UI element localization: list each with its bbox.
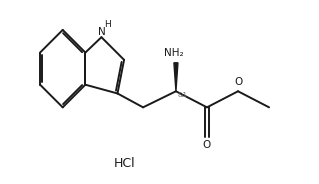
Text: N: N xyxy=(98,27,105,37)
Text: H: H xyxy=(104,20,111,29)
Polygon shape xyxy=(174,63,178,91)
Text: NH₂: NH₂ xyxy=(164,48,184,58)
Text: O: O xyxy=(203,140,211,150)
Text: &1: &1 xyxy=(177,92,187,98)
Text: HCl: HCl xyxy=(114,157,136,170)
Text: O: O xyxy=(234,77,242,87)
